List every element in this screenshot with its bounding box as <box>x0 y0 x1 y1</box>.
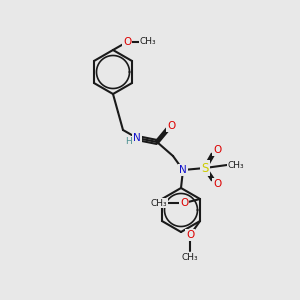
Text: CH₃: CH₃ <box>151 199 167 208</box>
Text: O: O <box>213 145 221 155</box>
Text: H: H <box>124 136 131 146</box>
Text: S: S <box>201 161 209 175</box>
Text: O: O <box>123 37 131 47</box>
Text: CH₃: CH₃ <box>140 38 156 46</box>
Text: O: O <box>180 198 188 208</box>
Text: CH₃: CH₃ <box>182 254 198 262</box>
Text: CH₃: CH₃ <box>228 160 244 169</box>
Text: N: N <box>133 133 141 143</box>
Text: O: O <box>213 179 221 189</box>
Text: O: O <box>186 230 194 240</box>
Text: O: O <box>167 121 175 131</box>
Text: N: N <box>179 165 187 175</box>
